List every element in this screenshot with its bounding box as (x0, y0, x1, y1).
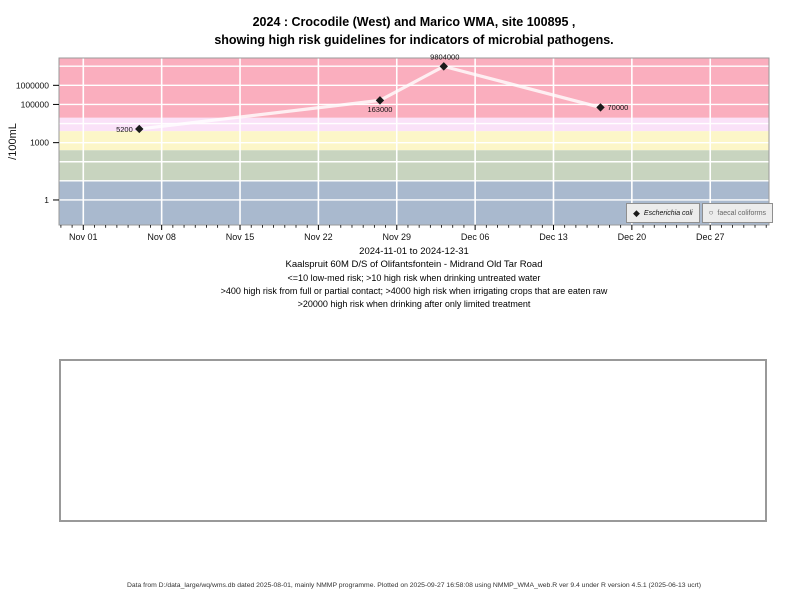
x-tick-label: Dec 27 (696, 232, 725, 242)
chart-title-line2: showing high risk guidelines for indicat… (214, 33, 614, 47)
chart-subtitle-block: 2024-11-01 to 2024-12-31 Kaalspruit 60M … (59, 245, 769, 311)
legend-label-faecal-coliforms: faecal coliforms (717, 209, 767, 217)
chart-title-line1: 2024 : Crocodile (West) and Marico WMA, … (252, 15, 576, 29)
x-tick-label: Nov 15 (226, 232, 255, 242)
risk-band (59, 58, 769, 118)
x-tick-label: Nov 22 (304, 232, 333, 242)
empty-secondary-panel (59, 359, 767, 522)
risk-guideline-line2: >400 high risk from full or partial cont… (220, 286, 608, 297)
legend-item-faecal-coliforms: ○ faecal coliforms (701, 203, 774, 223)
risk-band (59, 150, 769, 181)
data-point-label: 5200 (116, 125, 133, 134)
x-tick-label: Dec 06 (461, 232, 490, 242)
open-circle-icon: ○ (708, 208, 714, 217)
data-point-label: 163000 (367, 105, 392, 114)
data-point-marker (439, 62, 448, 71)
series-line (139, 64, 601, 131)
risk-band (59, 117, 769, 132)
x-tick-label: Nov 29 (382, 232, 411, 242)
footer-provenance-text: Data from D:/data_large/wq/wms.db dated … (126, 582, 702, 589)
y-axis-title: /100mL (7, 123, 19, 160)
x-tick-label: Nov 01 (69, 232, 98, 242)
risk-band (59, 131, 769, 151)
risk-guideline-line3: >20000 high risk when drinking after onl… (297, 299, 531, 310)
data-point-marker (135, 124, 144, 134)
chart-title: 2024 : Crocodile (West) and Marico WMA, … (28, 13, 800, 49)
site-name: Kaalspruit 60M D/S of Olifantsfontein - … (285, 259, 543, 271)
x-tick-label: Dec 20 (618, 232, 647, 242)
filled-diamond-icon: ◆ (633, 207, 640, 218)
risk-guideline-line1: <=10 low-med risk; >10 high risk when dr… (287, 272, 541, 283)
data-point-marker (375, 96, 385, 105)
y-tick-label: 1000000 (16, 80, 49, 90)
data-point-marker (596, 103, 605, 112)
y-tick-label: 1000 (30, 138, 49, 148)
data-point-label: 9804000 (430, 52, 459, 61)
x-tick-label: Nov 08 (147, 232, 176, 242)
legend-item-escherichia-coli: ◆ Escherichia coli (626, 203, 700, 223)
legend-label-escherichia-coli: Escherichia coli (643, 209, 693, 217)
x-axis-label: 2024-11-01 to 2024-12-31 (359, 246, 469, 257)
y-tick-label: 1 (44, 195, 49, 205)
x-tick-label: Dec 13 (539, 232, 568, 242)
chart-legend: ◆ Escherichia coli ○ faecal coliforms (626, 203, 774, 223)
panel-border (58, 57, 770, 226)
data-point-label: 70000 (608, 103, 629, 112)
y-tick-label: 100000 (21, 99, 50, 109)
risk-chart: Nov 01 Nov 08 Nov 15 Nov 22 Nov 29 Dec 06 Dec … (7, 52, 770, 242)
